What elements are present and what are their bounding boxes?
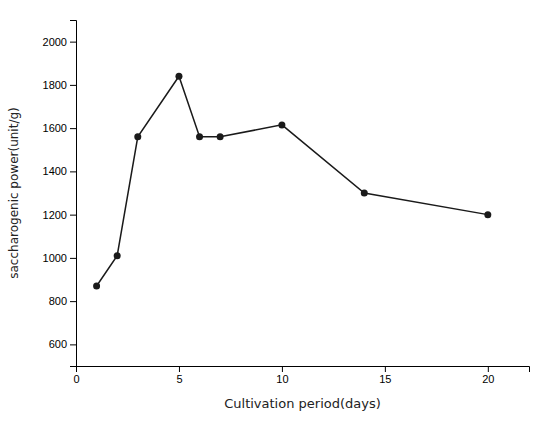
y-tick-label: 1200: [43, 209, 67, 221]
y-tick-mark: [70, 85, 76, 86]
x-tick-label: 10: [276, 373, 288, 385]
x-axis: 0 5 10 15 20: [73, 366, 529, 385]
x-axis-line: [77, 367, 530, 373]
y-tick: 1200: [43, 209, 76, 221]
x-tick-mark: [488, 366, 489, 372]
x-tick-label: 5: [176, 373, 182, 385]
x-tick-label: 20: [482, 373, 494, 385]
y-tick: 600: [49, 338, 76, 350]
y-tick: 1600: [43, 122, 76, 134]
y-tick-label: 1800: [43, 79, 67, 91]
plot: 0 5 10 15 20 600 800 1000 1200 1400 1600 1800 2000: [43, 21, 530, 385]
x-tick: 15: [379, 366, 391, 385]
x-tick: 5: [176, 366, 182, 385]
point: [217, 133, 224, 140]
y-tick-label: 1400: [43, 165, 67, 177]
x-tick-mark: [282, 366, 283, 372]
y-tick: 2000: [43, 36, 76, 48]
y-axis-title: saccharogenic power(unit/g): [7, 107, 21, 279]
line: [97, 76, 488, 286]
y-tick-mark: [70, 301, 76, 302]
y-tick-label: 1600: [43, 122, 67, 134]
x-tick-label: 15: [379, 373, 391, 385]
point: [93, 282, 100, 289]
point: [484, 211, 491, 218]
point: [114, 252, 121, 259]
y-tick-mark: [70, 42, 76, 43]
x-tick: 0: [73, 366, 79, 385]
y-axis-line: [70, 21, 77, 367]
y-tick-label: 2000: [43, 36, 67, 48]
x-tick-mark: [385, 366, 386, 372]
y-tick-label: 600: [49, 338, 67, 350]
y-tick: 1400: [43, 165, 76, 177]
point: [175, 73, 182, 80]
y-tick: 1000: [43, 252, 76, 264]
marks: [93, 73, 491, 290]
y-tick-mark: [70, 171, 76, 172]
y-tick-label: 1000: [43, 252, 67, 264]
x-tick-mark: [179, 366, 180, 372]
point: [196, 133, 203, 140]
y-tick-mark: [70, 258, 76, 259]
y-tick-mark: [70, 215, 76, 216]
y-tick: 800: [49, 295, 76, 307]
point: [278, 121, 285, 128]
point: [361, 190, 368, 197]
x-tick-label: 0: [73, 373, 79, 385]
y-tick-label: 800: [49, 295, 67, 307]
point: [134, 133, 141, 140]
y-axis: 600 800 1000 1200 1400 1600 1800 2000: [43, 21, 77, 367]
x-axis-title: Cultivation period(days): [224, 396, 381, 411]
chart: 0 5 10 15 20 600 800 1000 1200 1400 1600 1800 2000 Cu…: [0, 0, 553, 422]
x-tick: 10: [276, 366, 288, 385]
y-tick: 1800: [43, 79, 76, 91]
y-tick-mark: [70, 128, 76, 129]
x-tick: 20: [482, 366, 494, 385]
y-tick-mark: [70, 344, 76, 345]
